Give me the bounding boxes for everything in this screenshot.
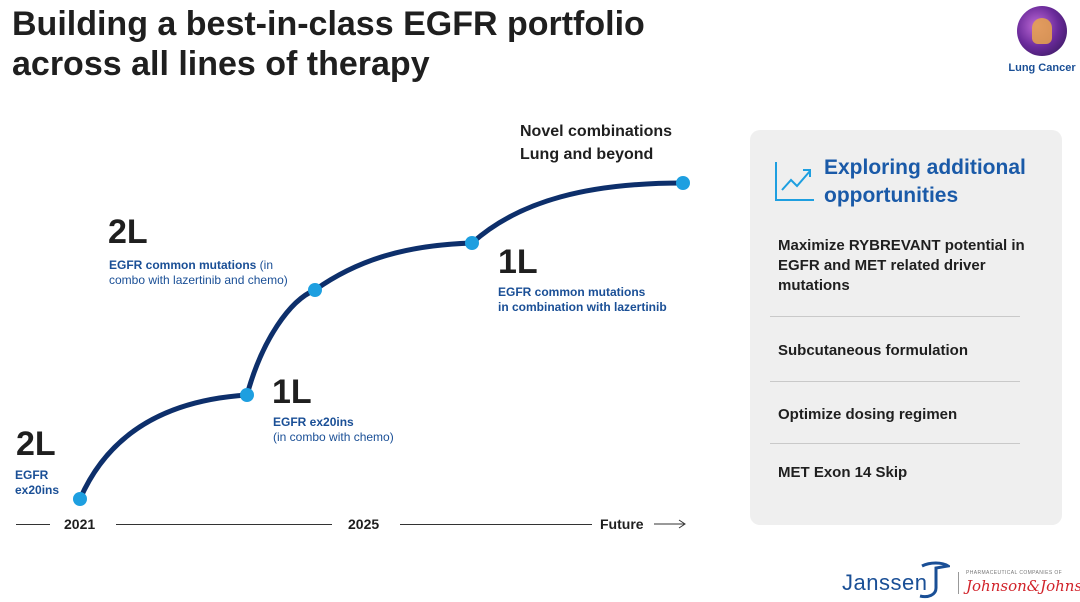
lung-cancer-badge: Lung Cancer	[1004, 6, 1080, 74]
milestone-4-detail-a: EGFR common mutations	[498, 285, 646, 299]
panel-divider-2	[770, 381, 1020, 382]
milestone-dot-1	[73, 492, 87, 506]
milestone-1-detail-a: EGFR	[15, 468, 49, 482]
milestone-1-detail: EGFR ex20ins	[15, 468, 59, 498]
panel-divider-1	[770, 316, 1020, 317]
milestone-1-detail-b: ex20ins	[15, 483, 60, 497]
axis-label-2021: 2021	[64, 516, 96, 532]
milestone-2-detail-a: EGFR ex20ins	[273, 415, 354, 429]
milestone-4-line: 1L	[498, 243, 538, 281]
arrow-right-icon	[654, 519, 686, 529]
milestone-1-line: 2L	[16, 425, 56, 463]
milestone-3-detail-b: (in	[256, 258, 274, 272]
milestone-dot-4	[465, 236, 479, 250]
panel-title: Exploring additional opportunities	[824, 156, 1026, 207]
logo-separator	[958, 572, 959, 594]
milestone-3-detail-c: combo with lazertinib and chemo)	[109, 273, 288, 287]
milestone-4-detail: EGFR common mutations in combination wit…	[498, 285, 667, 315]
janssen-mark-icon	[919, 561, 950, 599]
novel-line-1: Novel combinations	[520, 123, 673, 140]
panel-divider-3	[770, 443, 1020, 444]
slide-title: Building a best-in-class EGFR portfolio …	[12, 4, 712, 84]
novel-line-2: Lung and beyond	[520, 146, 654, 163]
johnson-johnson-logo: Johnson&Johnson	[966, 577, 1080, 595]
milestone-2-detail-b: (in combo with chemo)	[273, 430, 394, 444]
curve-path	[77, 180, 686, 502]
lung-icon	[1017, 6, 1067, 56]
milestone-2-line: 1L	[272, 373, 312, 411]
trend-up-icon	[775, 162, 814, 201]
axis-segment-3	[400, 524, 592, 525]
milestone-2-detail: EGFR ex20ins (in combo with chemo)	[273, 415, 394, 445]
badge-label: Lung Cancer	[1008, 62, 1076, 74]
panel-item-1: Maximize RYBREVANT potential in EGFR and…	[778, 237, 1025, 294]
title-line-1: Building a best-in-class EGFR portfolio	[12, 5, 645, 43]
milestone-dot-5	[676, 176, 690, 190]
panel-item-3: Optimize dosing regimen	[778, 406, 958, 423]
opportunities-panel: Exploring additional opportunities Maxim…	[750, 130, 1062, 525]
panel-item-4: MET Exon 14 Skip	[778, 464, 908, 481]
milestone-dot-3	[308, 283, 322, 297]
jj-caption: PHARMACEUTICAL COMPANIES OF	[966, 570, 1063, 576]
axis-segment-2	[116, 524, 332, 525]
footer-logos: Janssen PHARMACEUTICAL COMPANIES OF John…	[842, 558, 1080, 599]
milestone-3-line: 2L	[108, 213, 148, 251]
milestone-3-detail-a: EGFR common mutations	[109, 258, 257, 272]
axis-label-future: Future	[600, 516, 644, 532]
title-line-2: across all lines of therapy	[12, 45, 430, 83]
janssen-logo: Janssen	[842, 570, 928, 595]
axis-label-2025: 2025	[348, 516, 380, 532]
axis-segment-1	[16, 524, 50, 525]
milestone-dot-2	[240, 388, 254, 402]
panel-item-2: Subcutaneous formulation	[778, 342, 969, 359]
milestone-3-detail: EGFR common mutations (in combo with laz…	[109, 258, 288, 288]
novel-combinations-label: Novel combinations Lung and beyond	[520, 120, 672, 166]
milestone-4-detail-b: in combination with lazertinib	[498, 300, 667, 314]
